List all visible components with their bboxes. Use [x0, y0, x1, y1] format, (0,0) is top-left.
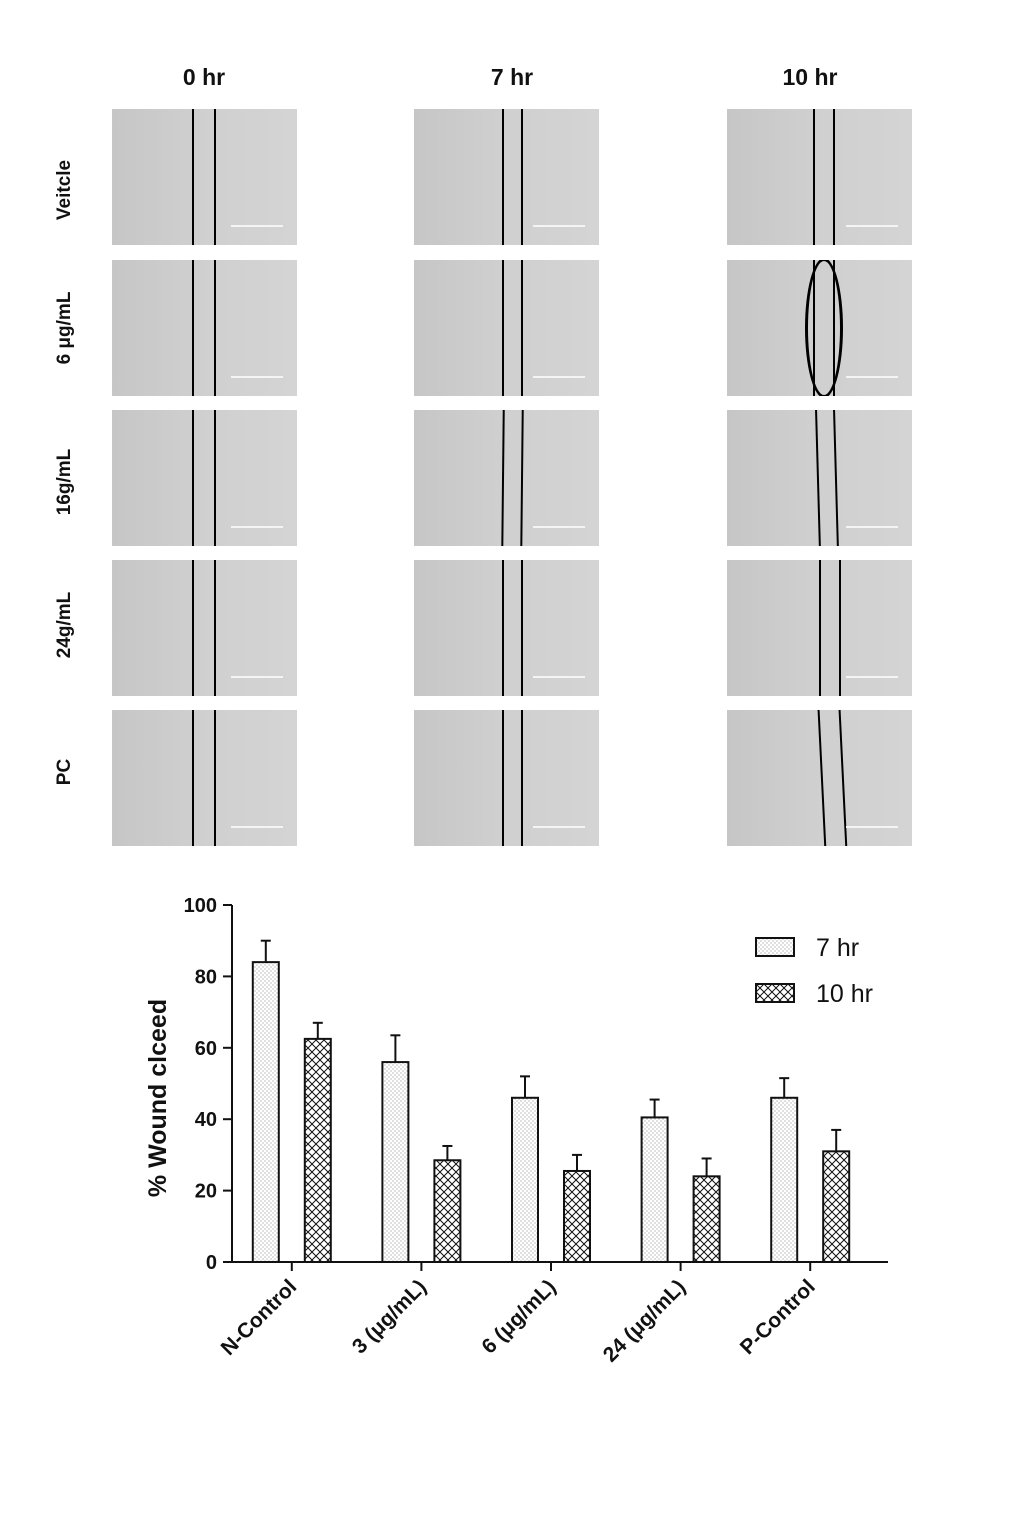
micrograph-6ug-7hr: [414, 260, 599, 396]
wound-edge-right: [214, 109, 216, 245]
micrograph-16g-10hr: [727, 410, 912, 546]
micrograph-vehicle-7hr: [414, 109, 599, 245]
row-label-pc: PC: [54, 758, 75, 786]
wound-edge-right: [521, 260, 523, 396]
micrograph-vehicle-0hr: [112, 109, 297, 245]
wound-edge-left: [502, 109, 504, 245]
wound-edge-left: [502, 560, 504, 696]
scale-bar: [231, 826, 283, 828]
legend-label-7hr: 7 hr: [816, 934, 859, 962]
bar-7hr: [381, 1061, 410, 1263]
wound-edge-right: [520, 410, 524, 546]
bar-chart: 0 20 40 60 80 100 N-Control 3 (μg/mL) 6 (μg/mL) 2…: [144, 895, 888, 1367]
legend-swatch-10hr: [755, 983, 795, 1003]
wound-edge-left: [192, 260, 194, 396]
x-tick-label: N-Control: [217, 1275, 302, 1360]
y-tick-label: 100: [184, 895, 217, 917]
bar-10hr: [433, 1159, 462, 1264]
micrograph-6ug-0hr: [112, 260, 297, 396]
micrograph-pc-10hr: [727, 710, 912, 846]
y-axis-label: % Wound clceed: [144, 999, 172, 1197]
scale-bar: [846, 225, 898, 227]
y-tick-label: 40: [195, 1109, 217, 1131]
x-tick-label: 3 (μg/mL): [348, 1275, 431, 1358]
wound-edge-right: [833, 109, 835, 245]
wound-edge-right: [214, 410, 216, 546]
wound-edge-left: [502, 710, 504, 846]
micrograph-6ug-10hr: [727, 260, 912, 396]
wound-edge-left: [813, 109, 815, 245]
bar-10hr: [692, 1175, 721, 1264]
scale-bar: [231, 676, 283, 678]
wound-edge-left: [192, 410, 194, 546]
wound-edge-left: [192, 710, 194, 846]
column-title-10hr: 10 hr: [782, 64, 838, 90]
bar-7hr: [251, 961, 280, 1264]
y-tick-label: 80: [195, 966, 217, 988]
wound-edge-left: [502, 260, 504, 396]
wound-edge-left: [819, 560, 821, 696]
micrograph-pc-0hr: [112, 710, 297, 846]
row-label-6ug: 6 μg/mL: [54, 291, 75, 365]
y-tick-label: 60: [195, 1038, 217, 1060]
bar-7hr: [770, 1096, 799, 1263]
highlight-oval: [805, 260, 843, 396]
scale-bar: [231, 376, 283, 378]
wound-edge-left: [814, 410, 822, 546]
scale-bar: [846, 826, 898, 828]
scale-bar: [533, 826, 585, 828]
scale-bar: [846, 526, 898, 528]
scale-bar: [846, 676, 898, 678]
bar-10hr: [563, 1169, 591, 1263]
micrograph-24g-7hr: [414, 560, 599, 696]
bar-10hr: [822, 1150, 851, 1263]
scale-bar: [231, 225, 283, 227]
wound-edge-left: [501, 410, 505, 546]
wound-edge-left: [817, 710, 827, 846]
y-tick-label: 0: [206, 1252, 217, 1274]
scale-bar: [533, 225, 585, 227]
wound-edge-right: [521, 560, 523, 696]
micrograph-24g-0hr: [112, 560, 297, 696]
bar-7hr: [640, 1116, 669, 1264]
scale-bar: [533, 376, 585, 378]
scale-bar: [846, 376, 898, 378]
wound-edge-right: [839, 560, 841, 696]
legend-label-10hr: 10 hr: [816, 980, 873, 1008]
micrograph-vehicle-10hr: [727, 109, 912, 245]
micrograph-pc-7hr: [414, 710, 599, 846]
wound-edge-right: [214, 710, 216, 846]
wound-edge-right: [214, 260, 216, 396]
wound-edge-right: [832, 410, 840, 546]
micrograph-24g-10hr: [727, 560, 912, 696]
bar-10hr: [303, 1037, 332, 1263]
wound-edge-right: [214, 560, 216, 696]
column-title-7hr: 7 hr: [490, 64, 534, 90]
row-label-24g: 24g/mL: [54, 591, 75, 659]
legend-swatch-7hr: [755, 937, 795, 957]
y-tick-label: 20: [195, 1181, 217, 1203]
row-label-16g: 16g/mL: [54, 448, 75, 516]
row-label-vehicle: Veitcle: [54, 159, 75, 221]
x-tick-label: P-Control: [736, 1275, 820, 1359]
scale-bar: [533, 526, 585, 528]
wound-edge-left: [192, 560, 194, 696]
wound-edge-right: [521, 109, 523, 245]
x-tick-label: 6 (μg/mL): [477, 1275, 560, 1358]
micrograph-16g-0hr: [112, 410, 297, 546]
wound-edge-left: [192, 109, 194, 245]
micrograph-16g-7hr: [414, 410, 599, 546]
column-title-0hr: 0 hr: [182, 64, 226, 90]
scale-bar: [231, 526, 283, 528]
bar-7hr: [511, 1096, 539, 1263]
wound-edge-right: [521, 710, 523, 846]
scale-bar: [533, 676, 585, 678]
x-tick-label: 24 (μg/mL): [599, 1275, 690, 1366]
